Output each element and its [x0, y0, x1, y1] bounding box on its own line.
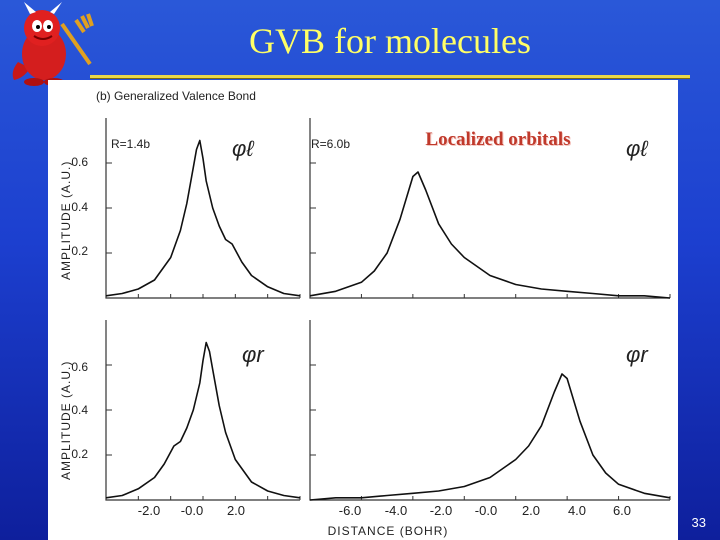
y-tick-top-2: 0.2 — [71, 244, 88, 258]
x-tick-right-5: 4.0 — [568, 503, 586, 518]
x-tick-left-0: -2.0 — [138, 503, 160, 518]
x-tick-right-2: -2.0 — [430, 503, 452, 518]
page-number: 33 — [691, 515, 706, 530]
orbital-label-bottom-left: φr — [242, 342, 265, 367]
x-tick-right-4: 2.0 — [522, 503, 540, 518]
orbital-label-bottom-right: φr — [626, 342, 649, 367]
x-tick-right-6: 6.0 — [613, 503, 631, 518]
orbital-label-top-left: φℓ — [232, 136, 254, 161]
panel-annotation-top-left: R=1.4b — [111, 137, 150, 151]
x-tick-left-2: 2.0 — [227, 503, 245, 518]
y-tick-bottom-2: 0.2 — [71, 447, 88, 461]
x-tick-right-0: -6.0 — [339, 503, 361, 518]
y-tick-top-0: 0.6 — [71, 155, 88, 169]
y-axis-label-top: AMPLITUDE (A.U.) — [59, 161, 73, 280]
panel-annotation-top-right: R=6.0b — [311, 137, 350, 151]
orbital-curve-bottom-right — [309, 373, 671, 501]
scanned-figure: (b) Generalized Valence Bond AMPLITUDE (… — [48, 80, 678, 540]
y-tick-top-1: 0.4 — [71, 200, 88, 214]
devil-mascot-logo — [4, 2, 96, 88]
panel-axes-bottom-right — [309, 320, 670, 501]
orbital-curve-top-right — [309, 171, 671, 299]
orbital-curve-bottom-left — [105, 341, 301, 499]
x-tick-right-3: -0.0 — [475, 503, 497, 518]
x-tick-right-1: -4.0 — [385, 503, 407, 518]
y-tick-bottom-0: 0.6 — [71, 360, 88, 374]
orbital-curve-top-left — [105, 139, 301, 297]
x-tick-left-1: -0.0 — [181, 503, 203, 518]
localized-orbitals-label: Localized orbitals — [425, 129, 571, 150]
y-axis-label-bottom: AMPLITUDE (A.U.) — [59, 361, 73, 480]
slide-title: GVB for molecules — [249, 21, 531, 61]
orbital-label-top-right: φℓ — [626, 136, 648, 161]
x-axis-label: DISTANCE (BOHR) — [328, 524, 449, 538]
figure-heading: (b) Generalized Valence Bond — [96, 89, 256, 103]
title-underline — [90, 75, 690, 78]
panel-axes-bottom-left — [105, 320, 300, 501]
y-tick-bottom-1: 0.4 — [71, 403, 88, 417]
